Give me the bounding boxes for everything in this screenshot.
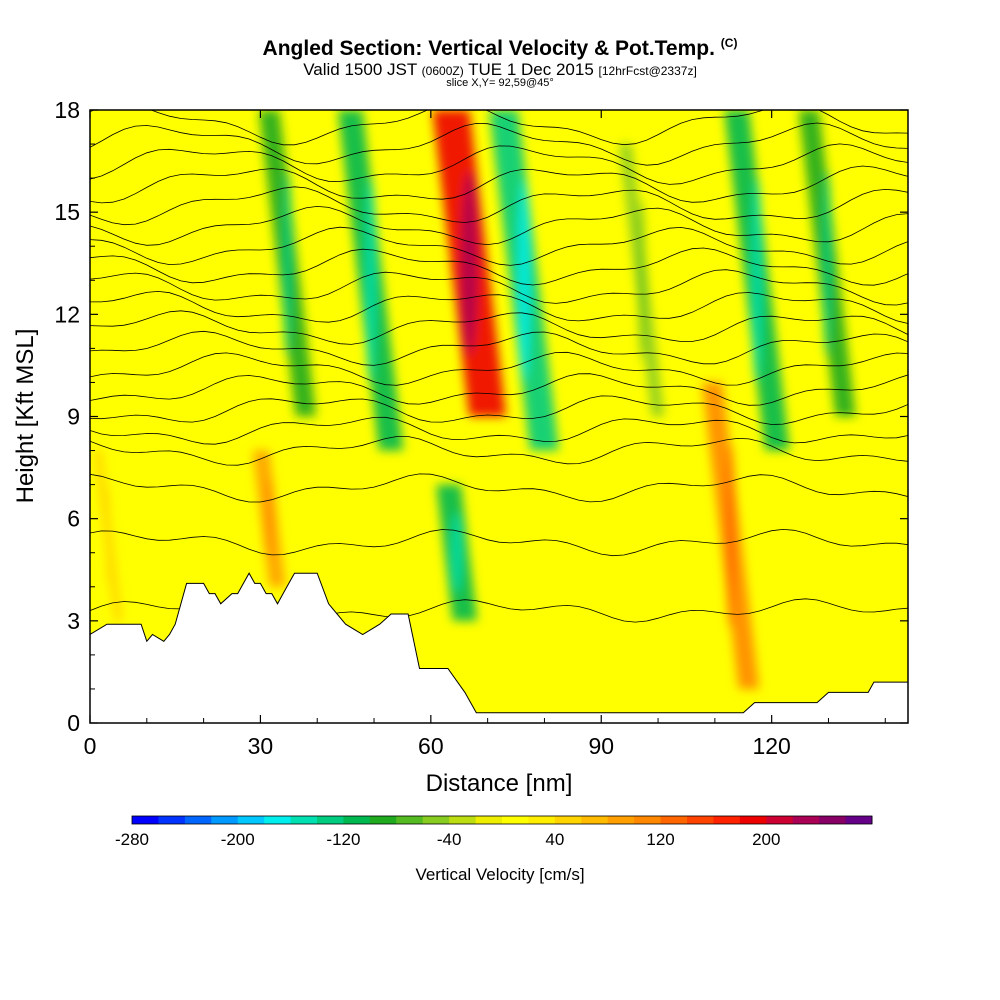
y-tick-label-2: 6 (67, 506, 80, 532)
colorbar-swatch-6 (290, 816, 318, 824)
y-tick-label-1: 3 (67, 608, 80, 634)
isentrope-3 (90, 436, 908, 466)
velocity-core-1 (265, 477, 273, 560)
isentrope-6 (90, 373, 908, 406)
isentrope-10 (90, 290, 908, 324)
velocity-core-4 (451, 511, 463, 594)
x-tick-label-4: 120 (752, 733, 790, 759)
colorbar-tick-label-2: -120 (326, 830, 360, 849)
isentrope-17 (90, 143, 908, 185)
isentrope-7 (90, 351, 908, 386)
y-tick-label-0: 0 (67, 710, 80, 736)
colorbar: -280 -200 -120 -40 40 120 200 (115, 815, 873, 849)
velocity-core-7 (639, 198, 645, 363)
isentrope-19 (90, 110, 908, 146)
colorbar-tick-label-5: 120 (646, 830, 674, 849)
velocity-core-9 (751, 178, 763, 383)
isentrope-18 (90, 122, 908, 166)
isentrope-12 (90, 247, 908, 286)
colorbar-swatch-22 (713, 816, 741, 824)
colorbar-tick-label-6: 200 (752, 830, 780, 849)
isentrope-16 (90, 165, 908, 204)
y-tick-label-6: 18 (54, 97, 80, 123)
isentrope-15 (90, 186, 908, 226)
colorbar-swatch-18 (607, 816, 635, 824)
isentrope-2 (90, 473, 908, 503)
velocity-core-0 (106, 484, 110, 587)
colorbar-swatch-26 (819, 816, 847, 824)
colorbar-swatch-27 (845, 816, 873, 824)
colorbar-swatch-4 (237, 816, 265, 824)
velocity-core-8 (726, 443, 736, 628)
colorbar-swatch-1 (158, 816, 186, 824)
isentrope-13 (90, 226, 908, 266)
colorbar-swatch-0 (132, 816, 159, 824)
colorbar-swatch-17 (581, 816, 609, 824)
x-tick-label-3: 90 (588, 733, 614, 759)
terrain (90, 572, 908, 723)
chart-title: Angled Section: Vertical Velocity & Pot.… (262, 36, 738, 60)
colorbar-swatch-11 (422, 816, 450, 824)
colorbar-swatch-12 (449, 816, 477, 824)
colorbar-swatch-13 (475, 816, 503, 824)
y-tick-label-5: 15 (54, 199, 80, 225)
velocity-core-3 (365, 178, 377, 383)
colorbar-swatch-20 (660, 816, 688, 824)
x-tick-label-1: 30 (248, 733, 274, 759)
velocity-core-6 (517, 178, 531, 383)
isentrope-11 (90, 269, 908, 306)
colorbar-swatch-5 (264, 816, 292, 824)
colorbar-swatch-2 (184, 816, 212, 824)
chart-subtitle: Valid 1500 JST (0600Z) TUE 1 Dec 2015 [1… (303, 60, 697, 79)
colorbar-swatch-7 (317, 816, 344, 824)
colorbar-swatch-15 (528, 816, 556, 824)
y-tick-label-3: 9 (67, 404, 80, 430)
colorbar-swatch-24 (766, 816, 794, 824)
colorbar-tick-label-1: -200 (221, 830, 255, 849)
x-axis-label: Distance [nm] (426, 770, 573, 797)
velocity-core-10 (822, 171, 832, 356)
colorbar-swatch-25 (792, 816, 820, 824)
isentrope-8 (90, 330, 908, 366)
isentrope-1 (90, 528, 908, 557)
colorbar-swatch-21 (687, 816, 714, 824)
colorbar-tick-label-4: 40 (545, 830, 564, 849)
colorbar-frame (131, 815, 873, 825)
x-tick-label-2: 60 (418, 733, 444, 759)
chart-slice-label: slice X,Y= 92,59@45° (446, 77, 554, 89)
colorbar-tick-label-3: -40 (437, 830, 462, 849)
colorbar-swatch-14 (502, 816, 529, 824)
colorbar-swatch-10 (396, 816, 424, 824)
colorbar-swatch-16 (554, 816, 582, 824)
colorbar-swatch-23 (739, 816, 767, 824)
x-tick-label-0: 0 (84, 733, 97, 759)
isentrope-14 (90, 205, 908, 246)
isentrope-9 (90, 310, 908, 345)
y-axis-label: Height [Kft MSL] (12, 329, 39, 504)
velocity-core-2 (282, 171, 292, 356)
colorbar-label: Vertical Velocity [cm/s] (415, 865, 584, 884)
colorbar-swatch-8 (343, 816, 371, 824)
colorbar-swatch-3 (211, 816, 239, 824)
colorbar-swatch-9 (369, 816, 397, 824)
isentrope-4 (90, 416, 908, 445)
isentrope-5 (90, 395, 908, 425)
colorbar-tick-label-0: -280 (115, 830, 149, 849)
y-tick-label-4: 12 (54, 301, 80, 327)
colorbar-swatch-19 (634, 816, 662, 824)
